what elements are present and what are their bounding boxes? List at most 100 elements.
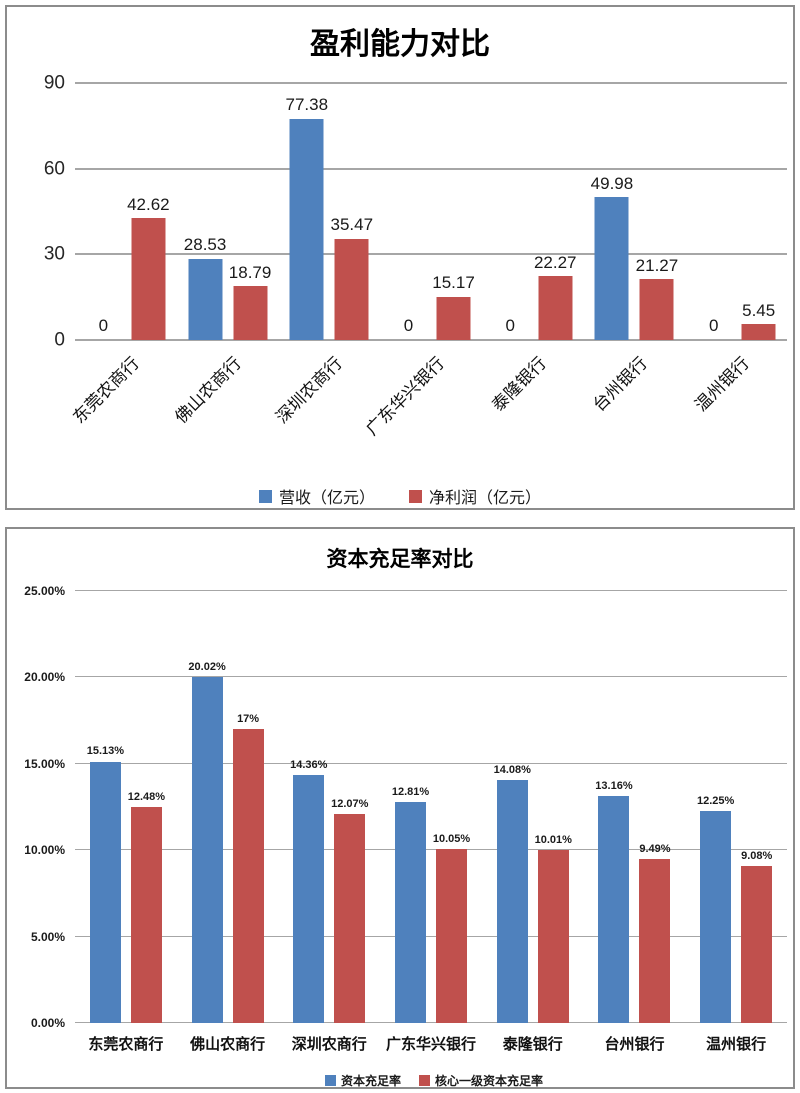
legend-item: 净利润（亿元） — [409, 484, 541, 508]
y-axis-tick-label: 25.00% — [24, 584, 65, 598]
bar-slot: 77.38 — [286, 83, 328, 340]
gridline — [75, 935, 787, 937]
category-label: 深圳农商行 — [291, 1036, 367, 1053]
category-label: 东莞农商行 — [69, 353, 143, 428]
bar-slot: 0 — [86, 83, 120, 340]
bar-value-label: 12.81% — [391, 785, 430, 798]
gridline — [75, 1022, 787, 1023]
legend-item: 营收（亿元） — [258, 484, 375, 508]
category-label: 台州银行 — [604, 1036, 665, 1053]
bar — [89, 761, 121, 1023]
y-axis-tick-label: 10.00% — [24, 843, 65, 858]
plot-row: 0 30 60 90 0 42.62 28.53 18.79 77.38 35.47 0 15.17… — [7, 74, 793, 350]
bar-pair: 0 22.27 — [493, 83, 577, 340]
bar-value-label: 14.36% — [290, 758, 328, 771]
category-label: 台州银行 — [589, 353, 652, 416]
y-axis: 0 30 60 90 — [7, 74, 75, 350]
bar-value-label: 20.02% — [188, 660, 226, 673]
bar-groups: 0 42.62 28.53 18.79 77.38 35.47 0 15.17 0 22.27 49… — [75, 83, 787, 340]
bar-value-label: 77.38 — [285, 95, 329, 115]
x-axis-labels: 东莞农商行 佛山农商行 深圳农商行 广东华兴银行 泰隆银行 台州银行 温州银行 — [69, 340, 787, 458]
bar-slot: 12.07% — [331, 591, 368, 1023]
bar-value-label: 13.16% — [595, 779, 633, 792]
bar-slot: 15.13% — [87, 591, 124, 1023]
plot-row: 0.00% 5.00% 10.00% 15.00% 20.00% 25.00% 15.13… — [7, 585, 793, 1029]
chart-title: 资本充足率对比 — [326, 548, 474, 571]
y-axis-tick-label: 5.00% — [30, 929, 65, 944]
bar-pair: 12.81% 10.05% — [391, 591, 470, 1023]
bar-value-label: 18.79 — [228, 262, 272, 282]
gridline — [75, 339, 787, 341]
bar-pair: 0 15.17 — [392, 83, 475, 340]
bar-pair: 0 42.62 — [86, 83, 170, 340]
bar-slot: 9.49% — [639, 591, 671, 1023]
legend-label: 核心一级资本充足率 — [435, 1074, 544, 1088]
bar-slot: 22.27 — [534, 83, 577, 340]
bar — [131, 218, 166, 340]
bar-slot: 12.25% — [697, 591, 735, 1023]
bar — [436, 849, 468, 1023]
bar-value-label: 17% — [237, 713, 260, 726]
gridline — [75, 253, 787, 256]
bar-group: 12.81% 10.05% — [380, 591, 482, 1023]
bar — [537, 850, 569, 1023]
category-label: 东莞农商行 — [88, 1036, 164, 1053]
legend: 资本充足率 核心一级资本充足率 — [75, 1072, 793, 1089]
bar-slot: 15.17 — [432, 83, 475, 340]
category-label: 温州银行 — [706, 1036, 767, 1053]
legend-item: 核心一级资本充足率 — [419, 1072, 543, 1089]
category-label: 广东华兴银行 — [362, 353, 448, 440]
bar-slot: 28.53 — [184, 83, 226, 340]
bar-slot: 14.08% — [494, 591, 531, 1023]
bar-slot: 10.05% — [433, 591, 470, 1023]
bar-pair: 15.13% 12.48% — [87, 591, 166, 1023]
bar-slot: 18.79 — [229, 83, 271, 340]
bar-value-label: 35.47 — [330, 215, 374, 235]
bar-value-label: 0 — [98, 316, 109, 336]
bar-groups: 15.13% 12.48% 20.02% 17% 14.36% 12.07% 12.81% 1… — [75, 591, 787, 1023]
bar-group: 0 5.45 — [685, 83, 787, 340]
legend-swatch-icon — [324, 1075, 336, 1086]
legend-swatch-icon — [409, 489, 422, 503]
bar-slot: 21.27 — [636, 83, 678, 340]
bar-slot: 10.01% — [535, 591, 572, 1023]
legend-label: 营收（亿元） — [278, 490, 375, 507]
y-axis-tick-label: 60 — [43, 158, 65, 180]
bar-value-label: 12.25% — [697, 795, 735, 808]
bar-pair: 14.36% 12.07% — [290, 591, 368, 1023]
bar-slot: 0 — [697, 83, 731, 340]
bar-slot: 14.36% — [290, 591, 328, 1023]
bar — [233, 286, 268, 340]
legend-swatch-icon — [419, 1075, 430, 1086]
bar-pair: 13.16% 9.49% — [595, 591, 671, 1023]
bar — [741, 866, 773, 1023]
gridline — [75, 676, 787, 678]
bar-value-label: 22.27 — [533, 252, 577, 272]
bar-value-label: 12.48% — [127, 791, 166, 804]
category-label: 广东华兴银行 — [386, 1036, 477, 1053]
bar-group: 14.08% 10.01% — [482, 591, 584, 1023]
bar — [395, 801, 427, 1023]
bar-slot: 9.08% — [741, 591, 772, 1023]
category-label: 佛山农商行 — [190, 1036, 266, 1053]
gridline — [75, 849, 787, 851]
bar-value-label: 9.49% — [639, 842, 671, 855]
bar-value-label: 49.98 — [590, 173, 634, 193]
bar — [188, 258, 223, 340]
y-axis-tick-label: 15.00% — [24, 756, 65, 771]
bar-value-label: 0 — [403, 316, 414, 336]
bar — [598, 795, 630, 1023]
bar-pair: 28.53 18.79 — [184, 83, 271, 340]
y-axis-tick-label: 0 — [54, 329, 65, 351]
bar-slot: 12.81% — [391, 591, 430, 1023]
bar-slot: 0 — [493, 83, 527, 340]
bar-group: 49.98 21.27 — [584, 83, 686, 340]
bar-pair: 12.25% 9.08% — [697, 591, 772, 1023]
bar-slot: 49.98 — [591, 83, 633, 340]
bar-value-label: 0 — [505, 316, 515, 336]
bar — [594, 197, 629, 340]
bar-slot: 0 — [392, 83, 426, 340]
legend-swatch-icon — [258, 489, 272, 503]
bar-value-label: 28.53 — [183, 234, 227, 254]
bar — [232, 729, 264, 1023]
